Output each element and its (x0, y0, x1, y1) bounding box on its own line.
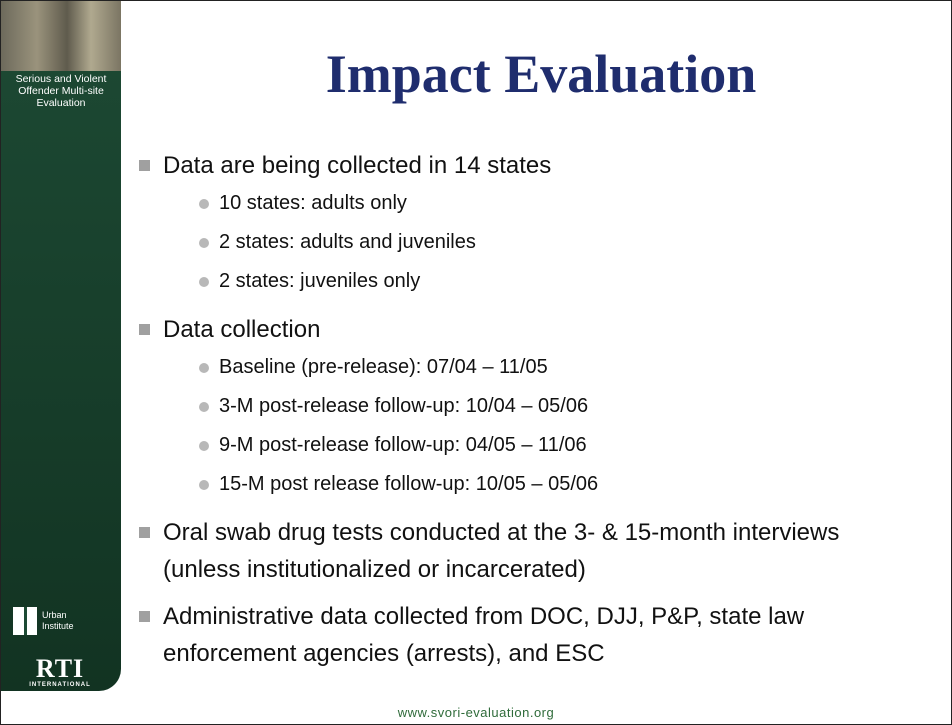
sub-bullet: 3-M post-release follow-up: 10/04 – 05/0… (139, 387, 859, 426)
urban-line: Institute (42, 621, 74, 632)
urban-icon (13, 607, 37, 635)
sub-bullet: 2 states: adults and juveniles (139, 223, 859, 262)
bullet: Administrative data collected from DOC, … (139, 598, 859, 672)
sidebar-caption: Serious and Violent Offender Multi-site … (5, 73, 117, 109)
urban-line: Urban (42, 610, 74, 621)
rti-name: RTI (15, 656, 105, 682)
sub-bullet: Baseline (pre-release): 07/04 – 11/05 (139, 348, 859, 387)
sub-bullet: 2 states: juveniles only (139, 262, 859, 301)
bullet: Oral swab drug tests conducted at the 3-… (139, 514, 859, 588)
footer-url: www.svori-evaluation.org (1, 705, 951, 720)
slide: Serious and Violent Offender Multi-site … (0, 0, 952, 725)
urban-text: Urban Institute (42, 610, 74, 632)
sidebar: Serious and Violent Offender Multi-site … (1, 1, 121, 691)
sub-bullet: 15-M post release follow-up: 10/05 – 05/… (139, 465, 859, 504)
sub-bullet: 9-M post-release follow-up: 04/05 – 11/0… (139, 426, 859, 465)
sub-bullet: 10 states: adults only (139, 184, 859, 223)
rti-logo: RTI INTERNATIONAL (15, 656, 105, 688)
slide-title: Impact Evaluation (131, 43, 951, 105)
urban-logo: Urban Institute (13, 607, 74, 635)
photo (1, 1, 121, 71)
rti-subtitle: INTERNATIONAL (15, 682, 105, 688)
